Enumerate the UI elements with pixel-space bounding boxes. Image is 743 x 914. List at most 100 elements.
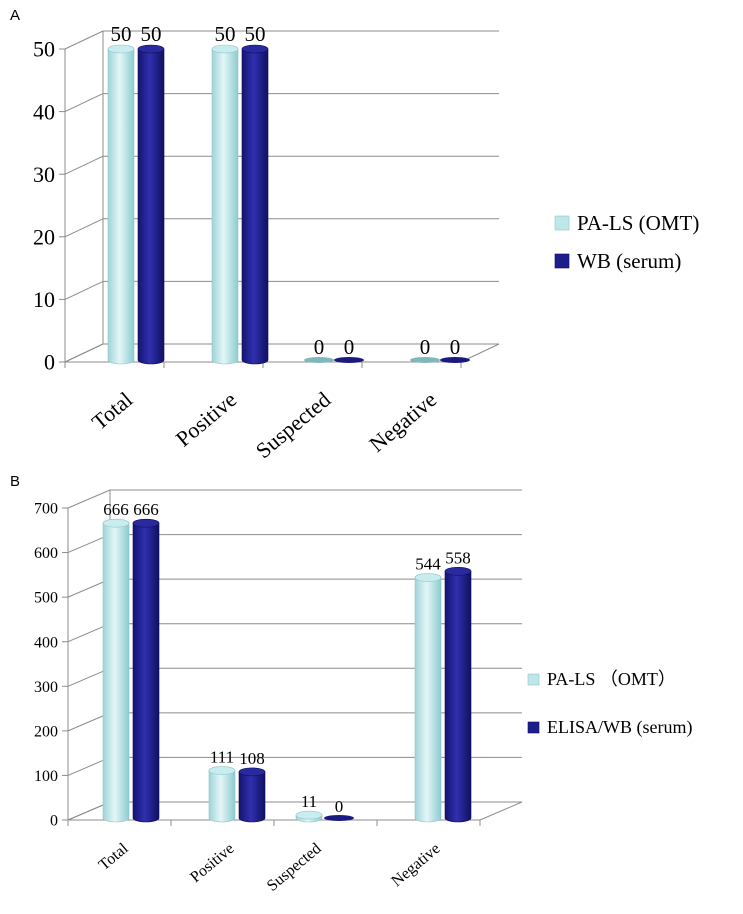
legend-swatch bbox=[554, 253, 570, 269]
data-label: 0 bbox=[335, 797, 344, 816]
bar-top bbox=[107, 44, 135, 54]
x-tick-label: Negative bbox=[388, 840, 443, 890]
bar-suspected-s2 bbox=[334, 357, 364, 363]
bar-flat bbox=[440, 357, 470, 363]
bar-top bbox=[444, 566, 472, 576]
y-tick-labels-b: 0 100 200 300 400 500 600 700 bbox=[34, 501, 68, 830]
y-tick-label: 10 bbox=[33, 287, 55, 312]
data-label: 0 bbox=[344, 335, 355, 359]
data-label: 0 bbox=[420, 335, 431, 359]
bar-positive-s1 bbox=[211, 44, 239, 365]
y-tick-label: 100 bbox=[34, 768, 58, 785]
data-labels-b: 666 666 111 108 11 0 544 558 bbox=[103, 500, 471, 816]
data-label: 0 bbox=[314, 335, 325, 359]
bar-negative-s2 bbox=[444, 566, 472, 823]
bar-body bbox=[132, 522, 160, 823]
bar-body bbox=[107, 48, 135, 365]
x-tick-label: Positive bbox=[171, 387, 241, 452]
grid-diagonal bbox=[64, 30, 104, 50]
bar-flat bbox=[324, 815, 354, 821]
x-tick-label: Negative bbox=[364, 387, 441, 457]
data-label: 50 bbox=[215, 22, 236, 46]
y-tick-label: 50 bbox=[33, 37, 55, 62]
bar-top bbox=[241, 44, 269, 54]
y-tick-label: 700 bbox=[34, 501, 58, 518]
data-label: 544 bbox=[415, 555, 441, 574]
data-label: 108 bbox=[239, 749, 265, 768]
legend-entry: PA-LS （OMT） bbox=[547, 669, 676, 689]
bar-body bbox=[137, 48, 165, 365]
bar-body bbox=[102, 522, 130, 823]
y-tick-label: 600 bbox=[34, 545, 58, 562]
data-label: 11 bbox=[301, 792, 317, 811]
data-label: 50 bbox=[111, 22, 132, 46]
legend-a: PA-LS (OMT) WB (serum) bbox=[554, 211, 699, 273]
x-tick-labels-a: Total Positive Suspected Negative bbox=[87, 387, 441, 463]
chart-panel-b: B 0 100 200 300 400 500 600 700 666 666 111 108 11 0 54… bbox=[10, 473, 692, 895]
bar-top bbox=[137, 44, 165, 54]
x-tick-label: Total bbox=[96, 840, 132, 874]
y-tick-label: 40 bbox=[33, 99, 55, 124]
bar-suspected-s2 bbox=[324, 815, 354, 821]
data-labels-a: 50 50 50 500 0 0 0 bbox=[111, 22, 461, 359]
grid-diagonal bbox=[64, 218, 104, 238]
x-tick-label: Suspected bbox=[251, 387, 335, 463]
bar-body bbox=[444, 570, 472, 823]
y-tick-label: 0 bbox=[50, 813, 58, 830]
legend-b: PA-LS （OMT） ELISA/WB (serum) bbox=[527, 669, 692, 738]
legend-entry: ELISA/WB (serum) bbox=[547, 717, 692, 738]
x-tick-label: Total bbox=[87, 387, 137, 435]
y-tick-labels-a: 0 10 20 30 40 50 bbox=[33, 37, 65, 375]
legend-swatch bbox=[527, 673, 540, 686]
bar-total-s1 bbox=[107, 44, 135, 365]
y-tick-label: 30 bbox=[33, 162, 55, 187]
bar-negative-s2 bbox=[440, 357, 470, 363]
data-label: 0 bbox=[450, 335, 461, 359]
legend-swatch bbox=[527, 721, 540, 734]
y-tick-label: 200 bbox=[34, 723, 58, 740]
bar-body bbox=[241, 48, 269, 365]
x-tick-label: Positive bbox=[187, 840, 237, 886]
panel-label-b: B bbox=[10, 473, 20, 490]
data-label: 558 bbox=[445, 548, 471, 567]
data-label: 50 bbox=[141, 22, 162, 46]
bar-body bbox=[238, 771, 266, 823]
y-tick-label: 20 bbox=[33, 225, 55, 250]
bar-flat bbox=[410, 357, 440, 363]
bar-suspected-s1 bbox=[304, 357, 334, 363]
bar-body bbox=[208, 770, 236, 823]
bar-top bbox=[132, 518, 160, 528]
bars-a bbox=[107, 44, 470, 365]
bar-total-s2 bbox=[137, 44, 165, 365]
legend-swatch bbox=[554, 215, 570, 231]
bar-suspected-s1 bbox=[295, 810, 323, 823]
data-label: 666 bbox=[133, 500, 159, 519]
grid-diagonal bbox=[64, 155, 104, 175]
bar-negative-s1 bbox=[414, 573, 442, 823]
grid-diagonal bbox=[64, 93, 104, 113]
bars-b bbox=[102, 518, 472, 823]
bar-flat bbox=[304, 357, 334, 363]
bar-total-s1 bbox=[102, 518, 130, 823]
grid-diagonal bbox=[64, 280, 104, 300]
grid-diagonal bbox=[67, 489, 111, 509]
bar-top bbox=[238, 767, 266, 777]
data-label: 111 bbox=[210, 748, 234, 767]
data-label: 666 bbox=[103, 500, 129, 519]
panel-label-a: A bbox=[10, 7, 20, 24]
x-tick-labels-b: Total Positive Suspected Negative bbox=[96, 840, 444, 895]
bar-positive-s2 bbox=[238, 767, 266, 823]
bar-negative-s1 bbox=[410, 357, 440, 363]
y-tick-label: 500 bbox=[34, 590, 58, 607]
bar-top bbox=[211, 44, 239, 54]
x-tick-label: Suspected bbox=[264, 840, 325, 895]
y-tick-label: 0 bbox=[44, 350, 55, 375]
data-label: 50 bbox=[245, 22, 266, 46]
bar-total-s2 bbox=[132, 518, 160, 823]
y-tick-label: 300 bbox=[34, 679, 58, 696]
bar-flat bbox=[334, 357, 364, 363]
bar-top bbox=[414, 573, 442, 582]
bar-positive-s2 bbox=[241, 44, 269, 365]
